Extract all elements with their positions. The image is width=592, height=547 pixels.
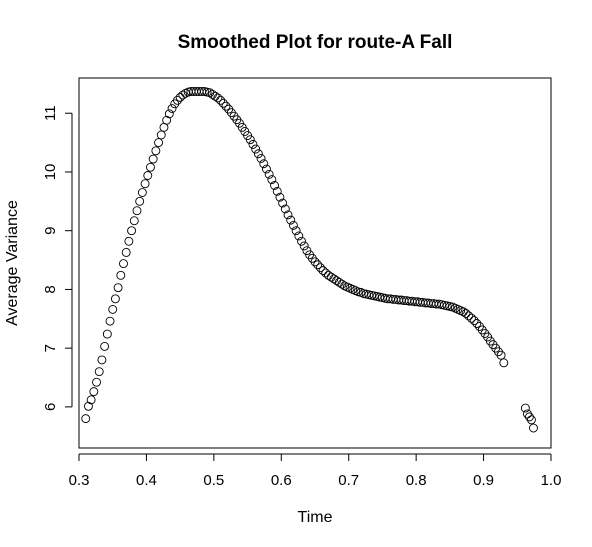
data-point (132, 206, 142, 216)
data-point (253, 149, 263, 159)
data-point (524, 412, 534, 422)
data-point (248, 139, 258, 149)
data-point (264, 169, 274, 179)
data-point (466, 313, 476, 323)
data-point (129, 216, 139, 226)
data-point (526, 415, 536, 425)
data-point (472, 319, 482, 328)
data-point (262, 164, 271, 174)
x-tick-label: 0.5 (203, 472, 224, 489)
data-point (216, 95, 226, 105)
y-tick-label: 10 (42, 164, 59, 181)
data-point (272, 186, 282, 196)
x-axis: 0.3 0.4 0.5 0.6 0.7 0.8 0.9 1.0 (69, 453, 562, 489)
data-point (288, 220, 298, 230)
data-point (148, 154, 158, 164)
data-point (151, 146, 161, 156)
data-point (113, 283, 123, 293)
data-point (315, 263, 325, 273)
x-tick-label: 0.6 (271, 472, 292, 489)
data-point (102, 329, 112, 339)
data-point (137, 188, 147, 197)
data-point (251, 144, 261, 154)
data-point (143, 171, 153, 180)
x-tick-label: 0.4 (136, 472, 157, 489)
data-point (278, 198, 288, 208)
chart-title: Smoothed Plot for route-A Fall (178, 32, 453, 53)
data-point (92, 377, 101, 387)
data-point (124, 236, 134, 246)
data-point (86, 395, 96, 405)
data-point (318, 266, 328, 276)
data-point (496, 350, 506, 360)
data-point (294, 231, 304, 241)
data-point (218, 98, 228, 108)
data-points (81, 87, 538, 433)
data-point (283, 210, 293, 220)
data-point (469, 316, 479, 326)
data-point (464, 311, 474, 321)
data-point (267, 175, 277, 185)
data-point (172, 95, 182, 105)
x-tick-label: 0.3 (69, 472, 90, 489)
data-point (83, 401, 93, 411)
data-point (291, 226, 301, 236)
data-point (100, 341, 110, 351)
data-point (461, 309, 471, 318)
data-point (81, 414, 91, 424)
y-tick-label: 11 (42, 105, 59, 121)
x-axis-label: Time (298, 509, 333, 526)
y-axis-label: Average Variance (4, 200, 21, 326)
data-point (520, 403, 530, 413)
data-point (280, 204, 290, 214)
data-point (94, 367, 104, 377)
x-tick-label: 0.7 (338, 472, 359, 489)
data-point (164, 109, 174, 119)
data-point (162, 115, 172, 125)
data-point (108, 304, 118, 314)
data-point (256, 154, 266, 163)
data-point (299, 241, 309, 251)
data-point (259, 159, 269, 169)
data-point (270, 181, 279, 190)
data-point (245, 135, 255, 145)
data-point (140, 179, 150, 189)
data-point (275, 192, 285, 202)
data-point (178, 90, 188, 100)
data-point (337, 279, 347, 289)
data-point (146, 162, 155, 172)
data-point (127, 226, 137, 236)
plot-frame (78, 77, 552, 449)
data-point (119, 259, 128, 269)
data-point (221, 101, 231, 111)
data-point (110, 294, 120, 304)
y-tick-label: 6 (42, 403, 59, 411)
y-tick-label: 7 (42, 344, 59, 352)
y-axis: 6 7 8 9 10 11 (42, 105, 73, 411)
y-tick-label: 9 (42, 227, 59, 235)
data-point (135, 196, 145, 206)
data-point (167, 104, 177, 113)
x-tick-label: 0.9 (473, 472, 494, 489)
data-point (286, 215, 296, 225)
data-point (89, 387, 99, 397)
data-point (213, 93, 223, 103)
data-point (499, 358, 509, 368)
x-tick-label: 1.0 (541, 472, 562, 489)
data-point (121, 247, 131, 257)
data-point (529, 423, 538, 433)
data-point (116, 270, 126, 280)
data-point (154, 138, 164, 148)
data-point (522, 409, 532, 419)
y-tick-label: 8 (42, 285, 59, 293)
data-point (313, 260, 323, 270)
data-point (97, 355, 107, 365)
data-point (310, 257, 320, 267)
data-point (105, 316, 115, 326)
data-point (297, 236, 306, 246)
x-tick-label: 0.8 (406, 472, 427, 489)
data-point (156, 130, 166, 140)
